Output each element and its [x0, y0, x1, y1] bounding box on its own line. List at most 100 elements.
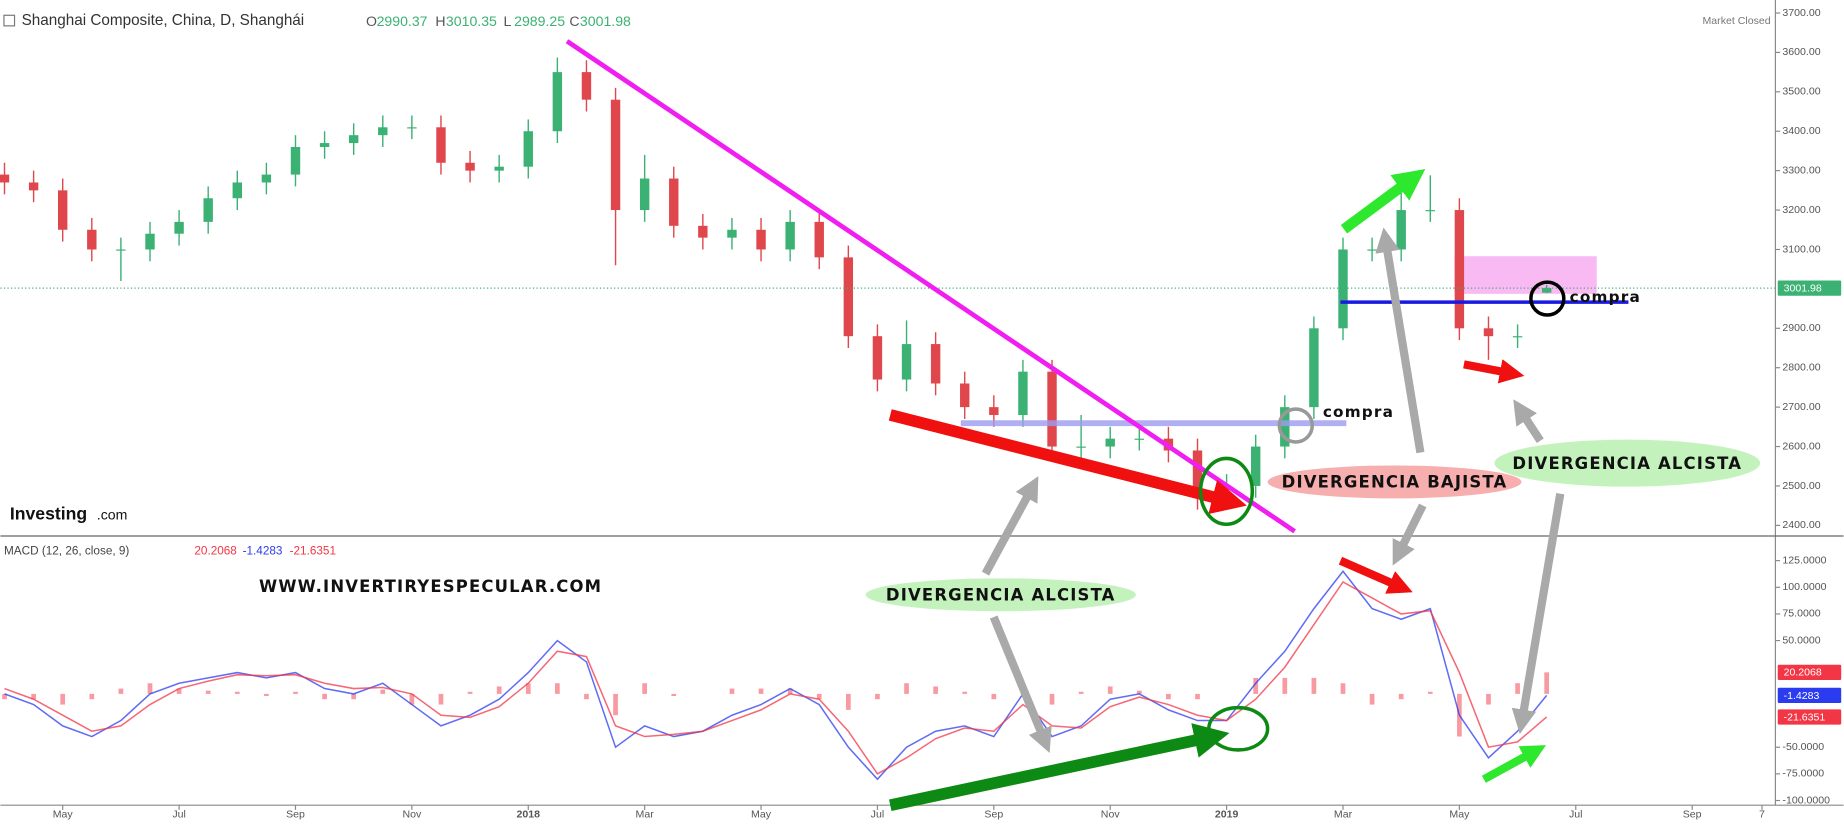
candle-body [290, 146, 301, 175]
candle-body [1425, 210, 1435, 212]
y-tick-label: 2400.00 [1782, 519, 1820, 531]
candle-body [232, 182, 242, 199]
histogram-bar [1195, 693, 1200, 700]
candle-body [523, 131, 533, 167]
y-tick-label: -100.0000 [1782, 794, 1830, 806]
instrument-title: Shanghai Composite, China, D, Shanghái [22, 12, 305, 29]
arrow [1463, 359, 1525, 384]
y-tick-label: -75.0000 [1782, 768, 1824, 780]
histogram-bar [351, 693, 357, 700]
collapse-icon[interactable] [3, 14, 16, 27]
watermark: WWW.INVERTIRYESPECULAR.COM [259, 577, 602, 596]
y-tick-label: 2700.00 [1782, 401, 1820, 413]
histogram-bar [31, 693, 36, 700]
annotation-text: DIVERGENCIA BAJISTA [1282, 473, 1508, 492]
logo-suffix: .com [97, 507, 128, 523]
y-tick-label: 100.0000 [1782, 581, 1826, 593]
ohlc-key: H [435, 13, 445, 29]
candle-body [1134, 438, 1145, 440]
histogram-bar [205, 690, 211, 694]
candle-body [727, 229, 737, 238]
candle-body [174, 221, 184, 234]
candle-body [1280, 407, 1290, 447]
plot-area: 3700.00 3600.00 3500.00 3400.00 3300.00 3200.… [0, 7, 1842, 820]
histogram-bar [467, 691, 473, 694]
candle-body [1105, 438, 1115, 447]
label-bubble [1267, 465, 1522, 499]
histogram-bar [729, 688, 735, 694]
candle-body [930, 344, 941, 384]
y-tick-label: 125.0000 [1782, 554, 1826, 566]
candle-body [465, 162, 475, 171]
histogram-bar [671, 693, 677, 697]
arrow [1338, 556, 1413, 594]
histogram-bar [322, 693, 327, 700]
histogram-bar [1049, 693, 1055, 705]
price-badge-label: 3001.98 [1784, 282, 1822, 294]
histogram-bar [1282, 677, 1288, 694]
histogram-bar [525, 683, 531, 694]
x-tick-label: May [1449, 808, 1470, 820]
annotation-text: compra [1570, 288, 1641, 306]
candle-body [1047, 371, 1057, 447]
price-badge [1777, 664, 1842, 680]
ohlc-value: 2989.25 [514, 13, 565, 29]
histogram-bar [438, 693, 444, 705]
candle-body [261, 174, 272, 183]
y-tick-label: 3600.00 [1782, 46, 1820, 58]
ohlc-key: C [569, 13, 579, 29]
candle-body [1076, 446, 1086, 448]
x-tick-label: 2018 [517, 808, 541, 820]
histogram-bar [555, 683, 560, 694]
histogram-bar [1544, 672, 1550, 694]
candle-body [785, 221, 795, 250]
candle-body [669, 178, 679, 226]
arrow [1481, 745, 1547, 783]
candle-body [1396, 210, 1406, 250]
highlight-circle [1198, 456, 1255, 527]
histogram-bar [584, 693, 589, 700]
candle-body [1483, 328, 1494, 337]
histogram-bar [293, 691, 298, 694]
candle-body [901, 344, 912, 380]
y-tick-label: 50.0000 [1782, 634, 1820, 646]
candle-body [436, 127, 446, 163]
histogram-bar [1166, 693, 1171, 700]
y-tick-label: 75.0000 [1782, 608, 1820, 620]
candle-body [87, 229, 97, 250]
histogram-bar [962, 691, 968, 694]
candle-body [116, 249, 126, 251]
annotation-text: DIVERGENCIA ALCISTA [886, 585, 1116, 604]
x-tick-label: Sep [286, 808, 305, 820]
candle-body [319, 143, 330, 147]
price-badge [1777, 280, 1842, 296]
x-tick-label: 7 [1759, 808, 1765, 820]
x-tick-label: Jul [871, 808, 885, 820]
histogram-bar [787, 688, 793, 694]
y-tick-label: 2800.00 [1782, 362, 1820, 374]
y-tick-label: 2900.00 [1782, 322, 1820, 334]
candle-body [756, 229, 766, 250]
x-tick-label: Jul [172, 808, 186, 820]
histogram-bar [1311, 677, 1317, 694]
histogram-bar [176, 688, 182, 694]
candle-body [494, 166, 504, 171]
candle-body [581, 72, 592, 100]
highlight-circle [1529, 280, 1566, 317]
indicator-value: -1.4283 [243, 544, 283, 557]
histogram-bar [89, 693, 95, 700]
ohlc-value: 3010.35 [446, 13, 497, 29]
histogram-bar [875, 693, 880, 700]
candle-body [814, 221, 824, 258]
indicator-line [4, 580, 1548, 775]
histogram-bar [642, 683, 648, 694]
ohlc-key: O [366, 13, 377, 29]
histogram-bar [118, 688, 124, 694]
arrow [1340, 168, 1426, 234]
arrow [989, 615, 1052, 753]
histogram-bar [147, 683, 153, 694]
candle-body [1192, 450, 1203, 490]
